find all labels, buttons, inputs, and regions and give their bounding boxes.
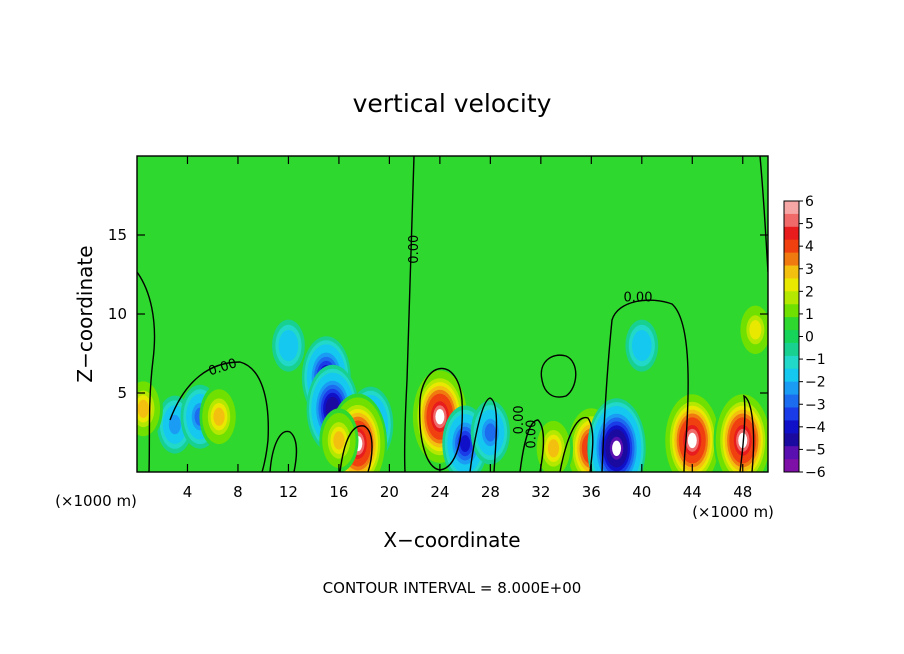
colorbar-swatch	[784, 213, 799, 228]
x-tick-label: 16	[329, 483, 348, 501]
colorbar-label: 4	[805, 239, 814, 255]
colorbar-swatch	[784, 368, 799, 383]
contour-interval-note: CONTOUR INTERVAL = 8.000E+00	[323, 579, 582, 597]
colorbar-swatch	[784, 291, 799, 305]
velocity-cell	[168, 414, 181, 435]
x-tick-label: 28	[481, 483, 500, 501]
colorbar-swatch	[784, 201, 799, 215]
zero-contour-line	[559, 417, 594, 472]
x-tick-label: 32	[531, 483, 550, 501]
colorbar-swatch	[784, 226, 799, 241]
colorbar-label: 6	[805, 194, 814, 210]
colorbar-swatch	[784, 407, 799, 421]
y-axis-label: Z−coordinate	[73, 245, 97, 382]
y-tick-label: 15	[108, 226, 127, 244]
y-tick-label: 5	[117, 384, 127, 402]
velocity-cell	[435, 409, 445, 425]
zero-contour-line	[540, 354, 577, 398]
x-unit-right: (×1000 m)	[692, 503, 774, 521]
colorbar-label: −4	[805, 420, 826, 436]
x-tick-label: 36	[582, 483, 601, 501]
zero-contour-line	[739, 394, 755, 472]
colorbar-swatch	[784, 355, 799, 370]
colorbar-swatch	[784, 433, 799, 447]
zero-contour-line	[137, 271, 156, 472]
colorbar-swatch	[784, 265, 799, 279]
colorbar-swatch	[784, 420, 799, 434]
colorbar-label: −2	[805, 375, 826, 391]
velocity-cell	[333, 431, 345, 450]
colorbar-label: 1	[805, 307, 814, 323]
zero-contours	[137, 156, 768, 472]
velocity-cell	[687, 432, 697, 449]
y-tick-label: 10	[108, 305, 127, 323]
zero-contour-line	[418, 367, 464, 471]
colorbar-swatch	[784, 278, 799, 292]
contour-label: 0.00	[512, 405, 527, 434]
x-tick-label: 8	[233, 483, 243, 501]
velocity-cell	[749, 320, 762, 340]
colorbar-label: 3	[805, 262, 814, 278]
contour-label: 0.00	[624, 291, 653, 306]
chart-title: vertical velocity	[353, 89, 552, 118]
zero-contour-line	[601, 299, 689, 472]
colorbar-swatch	[784, 304, 799, 318]
colorbar-swatch	[784, 381, 799, 396]
velocity-cell	[281, 335, 296, 356]
zero-contour-line	[519, 419, 545, 472]
colorbar-label: 0	[805, 330, 814, 346]
x-tick-label: 20	[380, 483, 399, 501]
colorbar-swatch	[784, 317, 799, 331]
x-tick-label: 48	[733, 483, 752, 501]
velocity-cell	[547, 439, 560, 458]
velocity-cell	[484, 423, 496, 442]
x-axis-label: X−coordinate	[383, 528, 520, 552]
contour-label: 0.00	[525, 420, 540, 449]
x-axis-ticks: 4 8 12 16 20 24 28 32 36 40 44 48	[183, 156, 752, 501]
x-unit-left: (×1000 m)	[55, 492, 137, 510]
zero-contour-line	[339, 425, 373, 472]
velocity-cell	[612, 440, 622, 456]
colorbar-label: −1	[805, 352, 826, 368]
colorbar-swatch	[784, 459, 799, 473]
zero-contour-line	[269, 430, 298, 472]
x-tick-label: 44	[683, 483, 702, 501]
colorbar-swatch	[784, 330, 799, 344]
velocity-cell	[213, 407, 225, 426]
velocity-cell	[137, 399, 149, 418]
colorbar-swatch	[784, 446, 799, 460]
contour-plot-area: 0.000.000.000.000.00	[136, 155, 769, 473]
colorbar-swatch	[784, 239, 799, 254]
colorbar-label: 5	[805, 217, 814, 233]
contour-label: 0.00	[407, 235, 422, 264]
colorbar-swatch	[784, 342, 799, 357]
colorbar-swatch	[784, 252, 799, 267]
x-tick-label: 40	[632, 483, 651, 501]
colorbar-swatch	[784, 394, 799, 408]
zero-contour-line	[403, 156, 415, 472]
colorbar-label: −3	[805, 397, 826, 413]
zero-contour-line	[469, 397, 498, 472]
velocity-field	[137, 300, 768, 472]
colorbar-label: 2	[805, 284, 814, 300]
x-tick-label: 24	[430, 483, 449, 501]
velocity-cell	[460, 435, 471, 452]
x-tick-label: 12	[279, 483, 298, 501]
velocity-cell	[635, 335, 649, 356]
colorbar: 6 5 4 3 2 1 0 −1 −2 −3 −4 −5 −6	[783, 194, 826, 481]
y-axis-ticks: 5 10 15	[108, 226, 768, 402]
colorbar-label: −6	[805, 465, 826, 481]
zero-contour-line	[169, 361, 269, 472]
x-tick-label: 4	[183, 483, 193, 501]
colorbar-label: −5	[805, 442, 826, 458]
